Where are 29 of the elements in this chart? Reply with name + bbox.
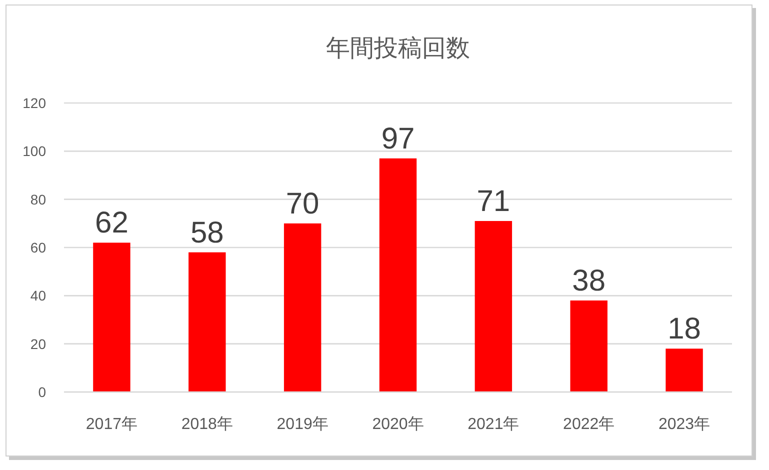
data-label: 58 bbox=[190, 216, 224, 250]
bar bbox=[188, 252, 226, 392]
y-tick-label: 0 bbox=[38, 384, 46, 400]
x-tick-label: 2020年 bbox=[372, 416, 424, 433]
bar bbox=[284, 223, 322, 392]
x-tick-label: 2023年 bbox=[658, 416, 710, 433]
data-label: 70 bbox=[286, 187, 320, 220]
data-label: 18 bbox=[668, 312, 701, 346]
y-tick-label: 20 bbox=[30, 336, 46, 352]
y-tick-label: 100 bbox=[22, 143, 46, 160]
data-label: 97 bbox=[381, 122, 415, 156]
x-tick-label: 2019年 bbox=[276, 416, 328, 433]
x-tick-label: 2022年 bbox=[563, 416, 615, 433]
bar bbox=[93, 242, 130, 392]
y-tick-label: 60 bbox=[30, 240, 46, 256]
data-label: 71 bbox=[476, 185, 510, 218]
x-tick-label: 2021年 bbox=[468, 416, 520, 433]
bar bbox=[379, 158, 417, 392]
bar bbox=[666, 348, 703, 392]
y-tick-label: 80 bbox=[30, 191, 46, 208]
bar bbox=[570, 300, 608, 392]
data-label: 38 bbox=[572, 264, 606, 298]
chart-title: 年間投稿回数 bbox=[326, 35, 470, 62]
data-label: 62 bbox=[95, 206, 128, 240]
x-tick-label: 2017年 bbox=[86, 416, 138, 433]
x-tick-label: 2018年 bbox=[181, 416, 233, 433]
y-tick-label: 120 bbox=[22, 95, 46, 111]
y-tick-label: 40 bbox=[30, 288, 46, 304]
bar bbox=[474, 221, 512, 392]
